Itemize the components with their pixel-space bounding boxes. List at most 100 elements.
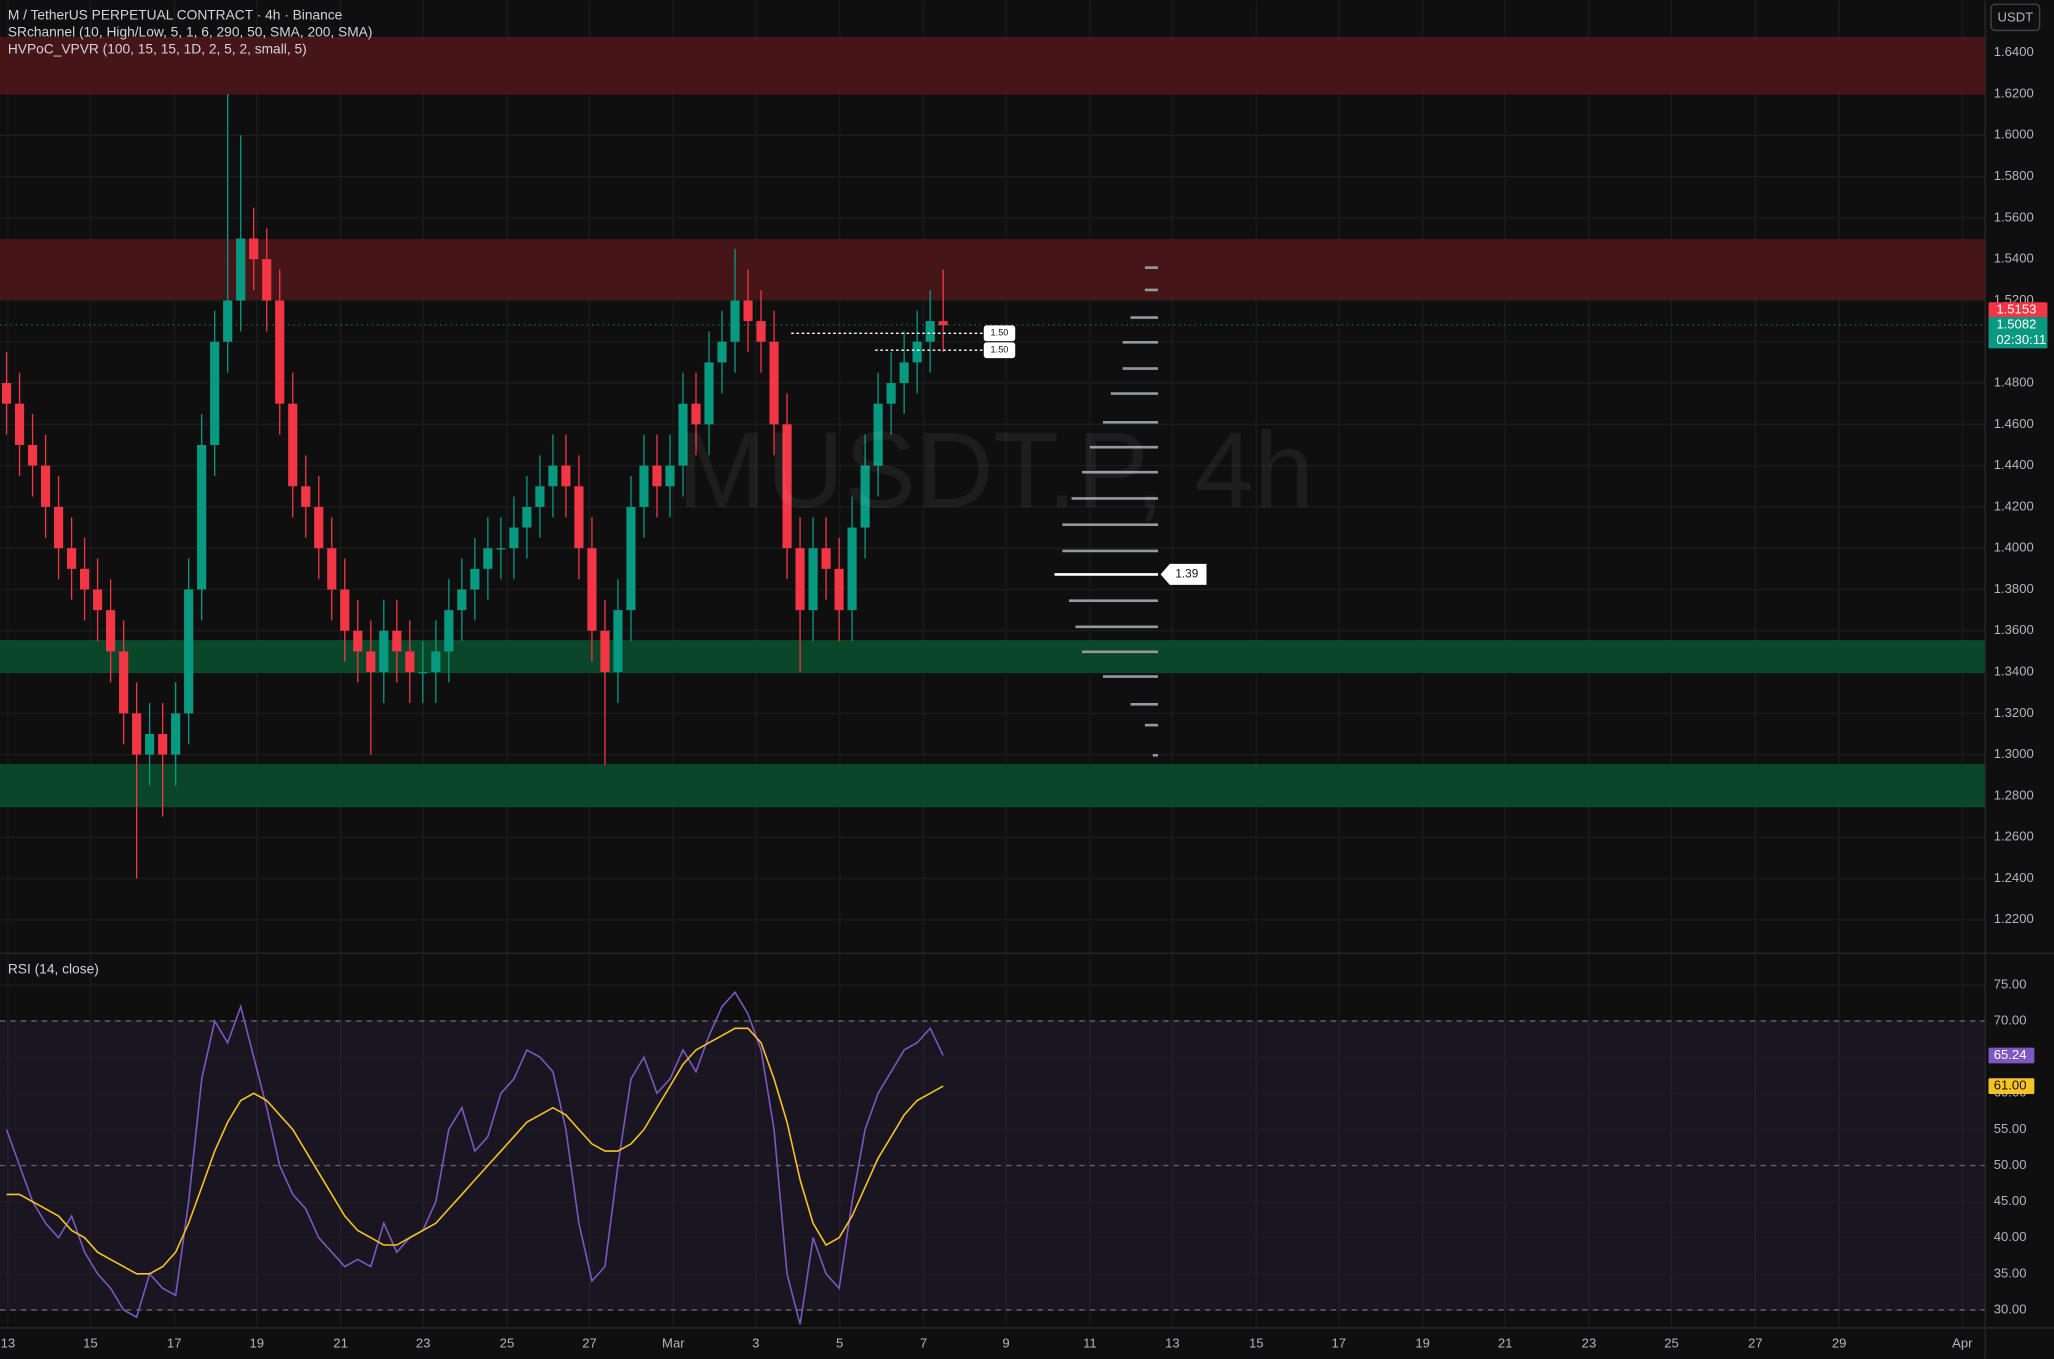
y-tick-label: 1.3600 [1994,622,2034,637]
currency-label[interactable]: USDT [1998,9,2034,24]
y-tick-label: 1.2800 [1994,787,2034,802]
candle-body [535,486,545,507]
candle-body [14,403,25,445]
candle-body [821,548,831,569]
candle-body [782,424,792,549]
candle-body [899,362,909,384]
y-tick-label: 40.00 [1994,1229,2027,1244]
rsi-tag [1988,1047,2035,1064]
level-label-box [983,342,1016,359]
x-tick-label: 13 [1,1336,16,1351]
x-tick-label: 17 [167,1336,182,1351]
candle-body [431,651,441,673]
candle-body [314,506,324,549]
y-tick-label: 1.3200 [1994,705,2034,720]
y-tick-label: 1.4000 [1994,540,2034,555]
candle-body [509,527,519,549]
candle-body [262,259,272,301]
candle-body [808,548,818,611]
candle-body [925,321,935,342]
y-tick-label: 1.3400 [1994,664,2034,679]
y-tick-label: 1.5600 [1994,209,2034,224]
symbol-title: M / TetherUS PERPETUAL CONTRACT · 4h · B… [8,8,343,23]
level-label-box [983,325,1016,342]
candle-body [613,610,623,673]
main-pane: 1.50 1.50 1.39 [0,36,1985,879]
x-tick-label: 25 [500,1336,515,1351]
y-tick-label: 1.4800 [1994,374,2034,389]
x-tick-label: Apr [1952,1336,1973,1351]
y-tick-label: 1.3800 [1994,581,2034,596]
y-tick-label: 30.00 [1994,1301,2027,1316]
candle-body [1,383,12,404]
sr-zone [0,36,1985,95]
candle-body [483,548,493,569]
candle-body [704,362,714,425]
level-label: 1.50 [991,345,1009,355]
candle-body [184,589,194,714]
candle-body [40,465,51,507]
sr-zone [0,239,1985,300]
candle-body [171,713,181,755]
candle-body [847,527,857,611]
rsi-ma-line [6,1027,944,1275]
y-tick-label: 50.00 [1994,1157,2027,1172]
candle-body [561,465,571,487]
y-tick-label: 1.2200 [1994,911,2034,926]
candle-body [912,341,922,363]
x-tick-label: 3 [752,1336,759,1351]
x-tick-label: 15 [1249,1336,1264,1351]
x-tick-label: 9 [1002,1336,1009,1351]
candle-body [678,403,688,466]
x-tick-label: 25 [1664,1336,1679,1351]
y-tick-label: 1.4400 [1994,457,2034,472]
currency-button[interactable] [1990,3,2041,32]
y-tick-label: 1.6200 [1994,85,2034,100]
x-tick-label: 29 [1832,1336,1847,1351]
rsi-tag-label: 65.24 [1994,1047,2027,1062]
candle-body [769,341,779,425]
candle-body [197,444,207,590]
y-tick-label: 1.4600 [1994,416,2034,431]
x-tick-label: 13 [1165,1336,1180,1351]
x-tick-label: 23 [1582,1336,1597,1351]
candle-body [236,238,246,301]
poc-label: 1.39 [1175,568,1198,581]
y-tick-label: 1.6400 [1994,44,2034,59]
rsi-title: RSI (14, close) [8,961,99,976]
candle-body [27,444,38,466]
candle-body [145,733,155,755]
candle-body [730,300,740,342]
candle-body [93,589,103,611]
candle-body [132,713,142,755]
y-tick-label: 1.2400 [1994,870,2034,885]
candle-body [67,548,77,569]
candle-body [886,383,896,404]
x-tick-label: 23 [416,1336,431,1351]
y-tick-label: 55.00 [1994,1121,2027,1136]
candle-body [756,321,766,342]
candle-body [53,506,64,549]
x-tick-label: 17 [1331,1336,1346,1351]
price-tag [1988,302,2048,319]
candle-body [119,651,129,714]
countdown-label: 02:30:11 [1996,332,2046,347]
candle-body [860,465,870,528]
candle-body [327,548,337,590]
candle-body [392,630,402,652]
candle-body [743,300,753,322]
candle-body [717,341,727,363]
sr-zone [0,763,1985,808]
rsi-tag [1988,1078,2035,1094]
x-tick-label: 5 [836,1336,843,1351]
candle-body [366,651,376,673]
x-tick-label: 15 [83,1336,98,1351]
candle-body [639,465,649,507]
candle-body [691,403,701,425]
indicator-label: SRchannel (10, High/Low, 5, 1, 6, 290, 5… [8,25,373,40]
y-tick-label: 45.00 [1994,1193,2027,1208]
candle-body [444,610,454,652]
sr-zone [0,640,1985,674]
candle-body [210,341,220,445]
candle-body [600,630,610,673]
